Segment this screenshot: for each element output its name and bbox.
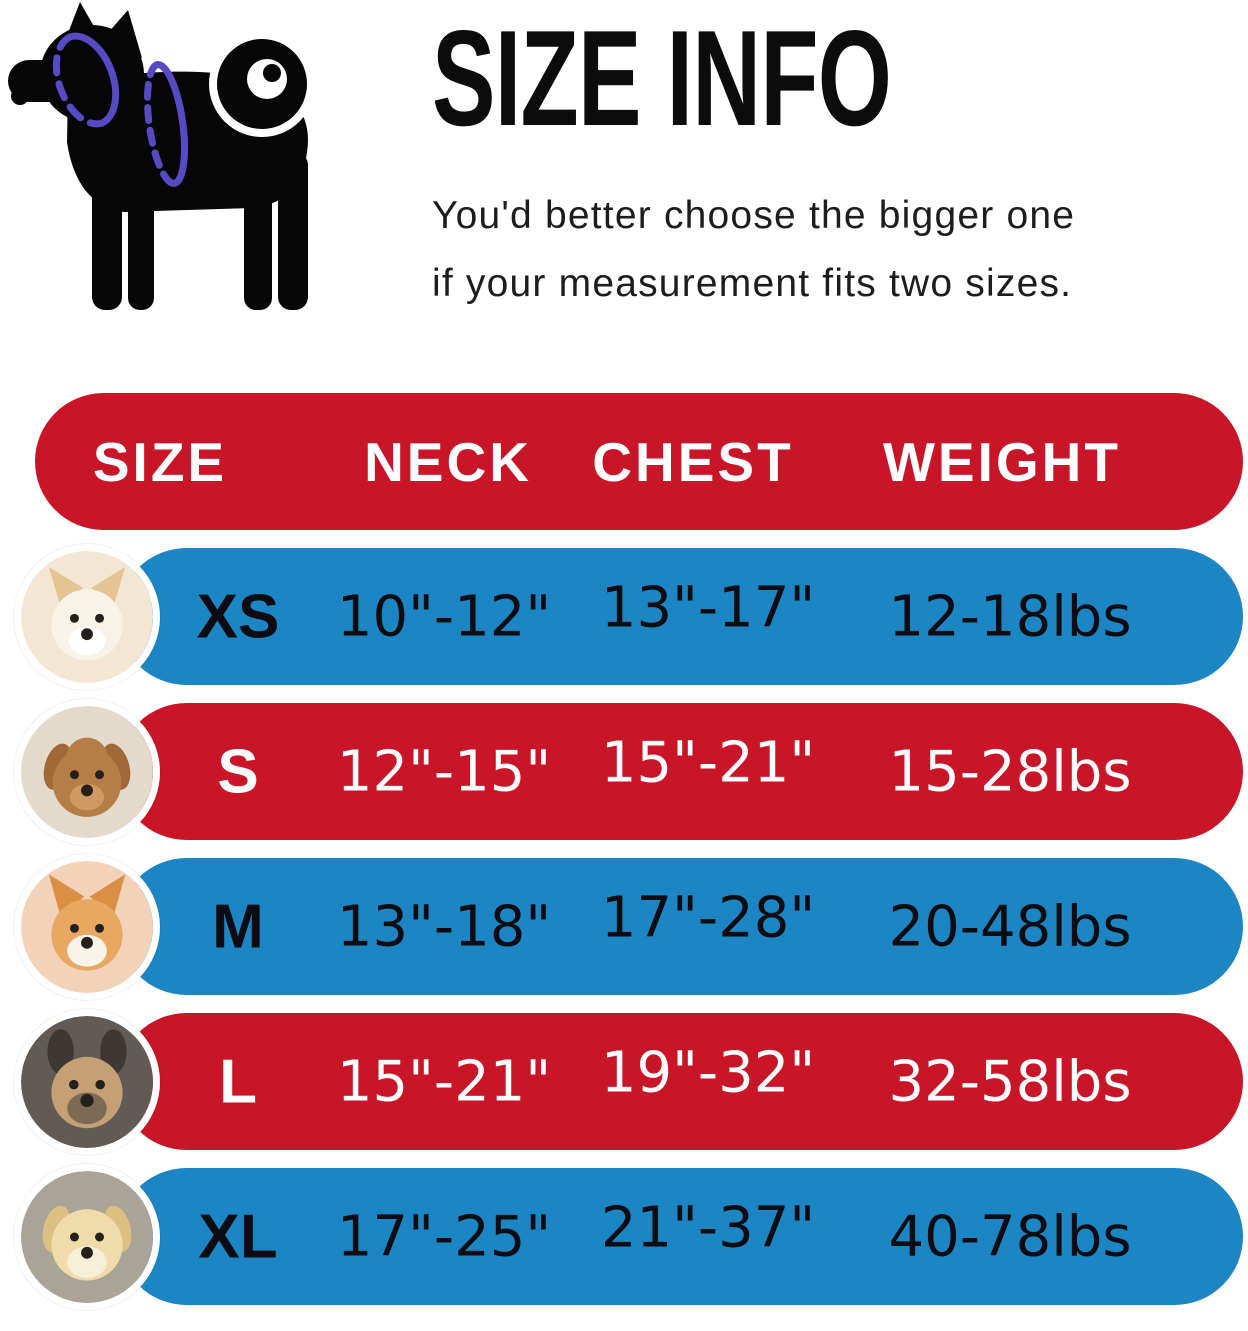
weight-value: 15-28lbs (888, 739, 1132, 804)
weight-value: 12-18lbs (888, 584, 1132, 649)
poodle-photo (14, 698, 160, 845)
size-value: XS (196, 582, 280, 651)
neck-value: 15"-21" (336, 1049, 552, 1114)
chest-value: 15"-21" (600, 730, 816, 795)
column-header-neck: NECK (364, 430, 532, 493)
neck-value: 12"-15" (336, 739, 552, 804)
pomeranian-photo (14, 543, 160, 690)
size-value: XL (198, 1202, 278, 1271)
labrador-photo (14, 1163, 160, 1310)
neck-value: 10"-12" (336, 584, 552, 649)
shiba-inu-photo (14, 853, 160, 1000)
table-row: S 12"-15" 15"-21" 15-28lbs (14, 698, 1243, 845)
chest-value: 21"-37" (600, 1195, 816, 1260)
neck-measurement-ring (52, 32, 120, 128)
weight-value: 32-58lbs (888, 1049, 1132, 1114)
table-row: XS 10"-12" 13"-17" 12-18lbs (14, 543, 1243, 690)
chest-value: 19"-32" (600, 1040, 816, 1105)
table-row: M 13"-18" 17"-28" 20-48lbs (14, 853, 1243, 1000)
neck-value: 17"-25" (336, 1204, 552, 1269)
size-advice-text: You'd better choose the bigger one if yo… (432, 182, 1232, 319)
table-header-row: SIZE NECK CHEST WEIGHT (35, 393, 1243, 530)
size-value: L (219, 1047, 257, 1116)
table-row: XL 17"-25" 21"-37" 40-78lbs (14, 1163, 1243, 1310)
column-header-weight: WEIGHT (883, 430, 1121, 493)
size-value: S (217, 737, 259, 806)
dog-silhouette-icon (8, 2, 315, 310)
hero-section: SIZE INFO You'd better choose the bigger… (0, 0, 1248, 348)
size-value: M (212, 892, 264, 961)
weight-value: 20-48lbs (888, 894, 1132, 959)
size-advice-line-2: if your measurement fits two sizes. (432, 262, 1073, 306)
chest-measurement-ring (143, 61, 189, 187)
column-header-chest: CHEST (592, 430, 794, 493)
neck-value: 13"-18" (336, 894, 552, 959)
size-advice-line-1: You'd better choose the bigger one (432, 194, 1076, 237)
weight-value: 40-78lbs (888, 1204, 1132, 1269)
chest-value: 17"-28" (600, 885, 816, 950)
table-row: L 15"-21" 19"-32" 32-58lbs (14, 1008, 1243, 1155)
french-bulldog-photo (14, 1008, 160, 1155)
page-title: SIZE INFO (432, 2, 892, 154)
size-table: SIZE NECK CHEST WEIGHT XS 10"-12" (0, 393, 1248, 1310)
chest-value: 13"-17" (600, 575, 816, 640)
column-header-size: SIZE (92, 430, 228, 493)
